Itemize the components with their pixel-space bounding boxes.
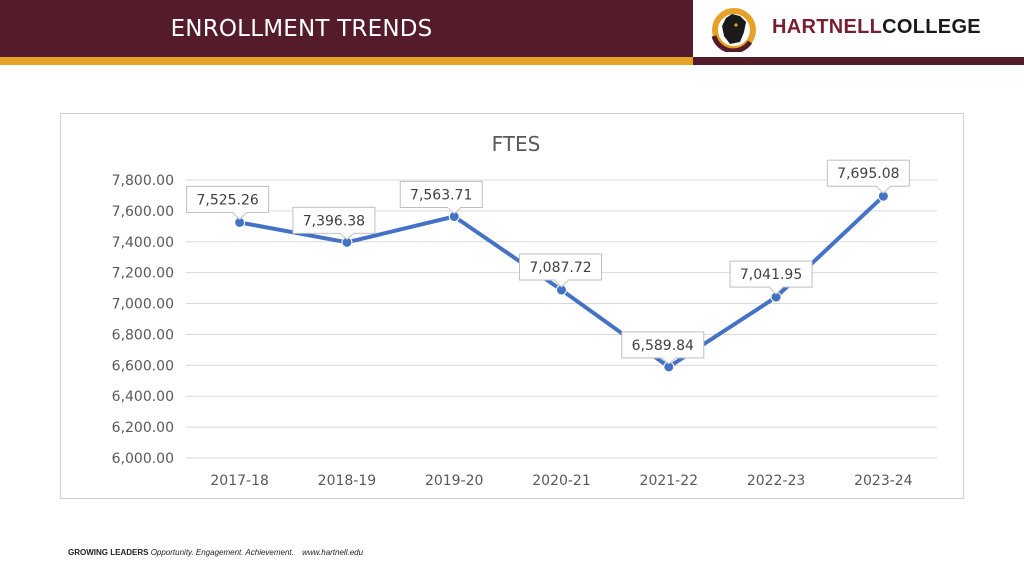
college-name-part2: COLLEGE (882, 16, 981, 38)
y-tick-label: 7,200.00 (112, 266, 174, 282)
data-label-box (186, 185, 270, 213)
data-label-text: 6,589.84 (632, 338, 694, 354)
y-tick-label: 6,000.00 (112, 451, 174, 467)
x-tick-label: 2018-19 (318, 473, 377, 489)
data-label: 7,563.71 (399, 180, 483, 215)
footer: GROWING LEADERS Opportunity. Engagement.… (68, 548, 363, 557)
page-title: ENROLLMENT TRENDS (170, 15, 433, 42)
data-label-text: 7,087.72 (529, 260, 591, 276)
data-label-pointer (875, 185, 892, 194)
data-label: 7,396.38 (292, 206, 376, 240)
data-label: 7,087.72 (519, 253, 602, 288)
y-tick-label: 7,400.00 (112, 235, 174, 251)
y-tick-label: 6,200.00 (112, 420, 174, 436)
college-name-part1: HARTNELL (772, 16, 883, 38)
data-label-pointer (231, 211, 248, 221)
data-label-text: 7,563.71 (410, 187, 472, 203)
data-label-text: 7,396.38 (303, 213, 365, 229)
x-tick-label: 2023-24 (854, 473, 913, 489)
footer-url: www.hartnell.edu (302, 548, 364, 557)
footer-tagline: Opportunity. Engagement. Achievement. (150, 548, 294, 557)
header-bar (0, 0, 693, 57)
x-tick-label: 2021-22 (640, 473, 699, 489)
chart-title: FTES (492, 132, 541, 156)
y-tick-label: 6,800.00 (112, 327, 174, 343)
logo-accent-bar (693, 57, 1024, 65)
data-label-text: 7,695.08 (837, 166, 899, 182)
ftes-line-chart: FTES 6,000.00 6,200.00 6,400.00 6,600.00 6,8… (112, 132, 937, 489)
data-label-text: 7,041.95 (740, 267, 802, 283)
panther-logo-icon (711, 8, 756, 52)
data-label: 7,695.08 (826, 159, 910, 194)
data-label-box (292, 206, 376, 234)
data-label-box (826, 159, 910, 187)
data-label: 7,041.95 (729, 260, 813, 295)
x-tick-label: 2020-21 (532, 473, 591, 489)
x-tick-label: 2017-18 (210, 473, 269, 489)
y-tick-label: 7,000.00 (112, 297, 174, 313)
y-tick-label: 7,600.00 (112, 204, 174, 220)
y-tick-label: 6,400.00 (112, 389, 174, 405)
data-label: 6,589.84 (621, 331, 705, 365)
header-accent-bar (0, 57, 693, 65)
data-label: 7,525.26 (186, 185, 270, 221)
chart-frame: FTES 6,000.00 6,200.00 6,400.00 6,600.00 6,8… (60, 113, 964, 499)
data-label-box (399, 180, 483, 208)
x-tick-label: 2022-23 (747, 473, 806, 489)
x-tick-label: 2019-20 (425, 473, 484, 489)
y-tick-label: 7,800.00 (112, 173, 174, 189)
college-name: HARTNELLCOLLEGE (772, 16, 981, 39)
footer-lead: GROWING LEADERS (68, 548, 149, 557)
data-label-text: 7,525.26 (196, 192, 258, 208)
y-tick-label: 6,600.00 (112, 358, 174, 374)
data-label-box (519, 253, 602, 281)
data-label-box (729, 260, 813, 288)
